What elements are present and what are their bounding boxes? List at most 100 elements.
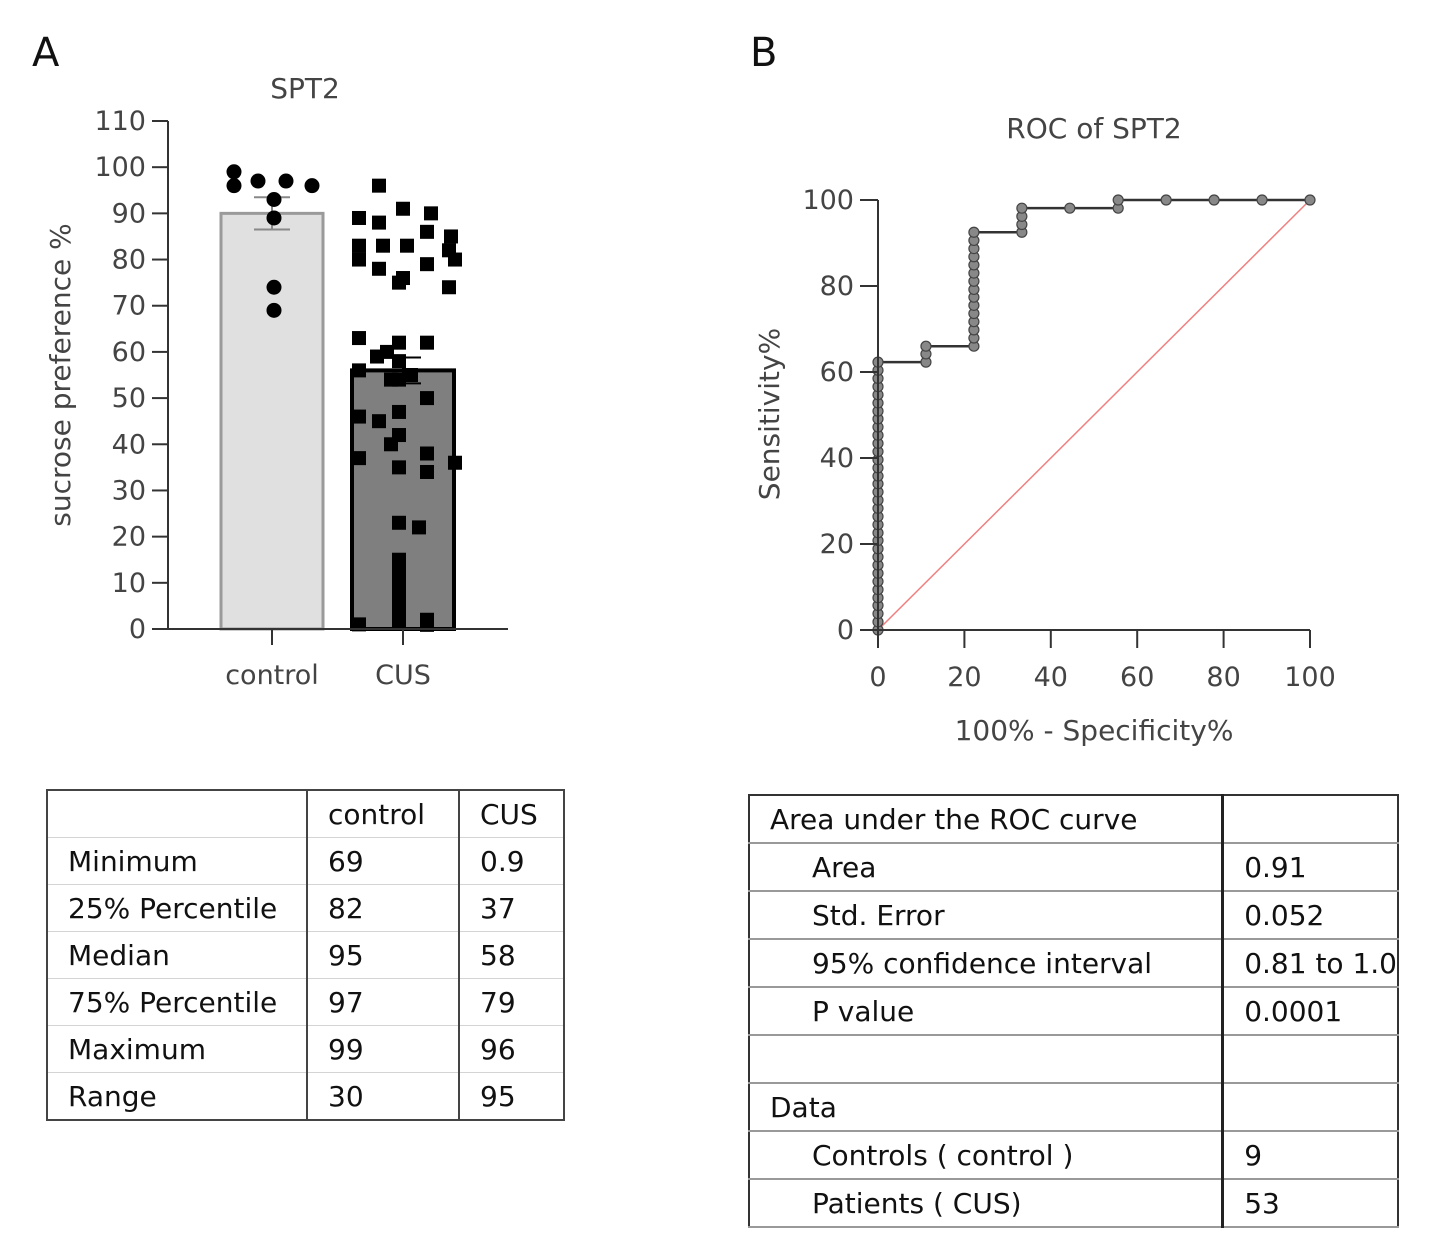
x-tick-label: 100	[1284, 662, 1336, 693]
chart-a-ylabel: sucrose preference %	[44, 223, 77, 526]
stats-cell: 37	[459, 884, 564, 932]
data-point-cus	[372, 178, 386, 193]
data-point-cus	[392, 615, 406, 630]
table-row: 75% Percentile 97 79	[47, 978, 564, 1026]
roc-point	[1016, 202, 1028, 214]
data-point-cus	[352, 252, 366, 267]
roc-label-cell: 95% confidence interval	[749, 939, 1225, 988]
data-point-cus	[400, 238, 414, 253]
data-point-cus	[352, 238, 366, 253]
roc-value-cell: 9	[1222, 1131, 1398, 1180]
descriptive-stats-table: control CUS Minimum 69 0.9 25% Percentile 82 37…	[46, 789, 565, 1121]
table-row: Median 95 58	[47, 931, 564, 979]
data-point-control	[266, 192, 282, 208]
data-point-cus	[396, 201, 410, 216]
stats-header-cell: control	[307, 790, 460, 838]
table-row: Std. Error 0.052	[749, 891, 1398, 940]
stats-cell: Range	[47, 1072, 308, 1121]
data-point-control	[304, 178, 320, 194]
y-tick-label: 50	[112, 383, 146, 414]
y-tick-label: 20	[112, 522, 146, 553]
data-point-cus	[352, 331, 366, 346]
data-point-control	[266, 279, 282, 295]
data-point-cus	[392, 372, 406, 387]
roc-point	[968, 226, 980, 238]
data-point-cus	[420, 335, 434, 350]
data-point-cus	[448, 455, 462, 470]
roc-point	[1256, 194, 1268, 206]
data-point-cus	[392, 335, 406, 350]
chart-b-title: ROC of SPT2	[1006, 112, 1181, 145]
stats-cell: 69	[307, 837, 460, 885]
y-tick-label: 100	[802, 185, 854, 216]
table-row: Range 30 95	[47, 1072, 564, 1121]
x-tick-label: 80	[1206, 662, 1240, 693]
roc-value-cell	[1222, 1035, 1398, 1084]
roc-point	[1208, 194, 1220, 206]
chart-a-title: SPT2	[270, 72, 340, 105]
x-tick-label: 20	[947, 662, 981, 693]
data-point-cus	[420, 391, 434, 406]
stats-cell: Minimum	[47, 837, 308, 885]
data-point-cus	[384, 437, 398, 452]
roc-value-cell: 0.0001	[1222, 987, 1398, 1036]
data-point-control	[266, 210, 282, 226]
data-point-control	[278, 173, 294, 189]
data-point-cus	[420, 224, 434, 239]
data-point-cus	[412, 520, 426, 535]
roc-results-table: Area under the ROC curve Area 0.91 Std. Err…	[748, 794, 1399, 1228]
x-tick-label: 0	[869, 662, 886, 693]
x-tick-label: CUS	[375, 660, 431, 691]
roc-point	[920, 340, 932, 352]
roc-point	[1112, 194, 1124, 206]
table-row: 25% Percentile 82 37	[47, 884, 564, 932]
data-point-cus	[352, 210, 366, 225]
data-point-cus	[376, 238, 390, 253]
data-point-cus	[352, 363, 366, 378]
table-row: Minimum 69 0.9	[47, 837, 564, 885]
roc-value-cell	[1222, 795, 1398, 844]
data-point-cus	[392, 354, 406, 369]
data-point-cus	[352, 409, 366, 424]
y-tick-label: 80	[112, 245, 146, 276]
table-row: Maximum 99 96	[47, 1025, 564, 1073]
data-point-cus	[420, 257, 434, 272]
table-row: Patients ( CUS) 53	[749, 1179, 1398, 1228]
data-point-cus	[370, 349, 384, 364]
table-row: Controls ( control ) 9	[749, 1131, 1398, 1180]
data-point-cus	[420, 446, 434, 461]
data-point-control	[250, 173, 266, 189]
data-point-cus	[372, 215, 386, 230]
stats-cell: 25% Percentile	[47, 884, 308, 932]
y-tick-label: 10	[112, 568, 146, 599]
roc-label-cell: Area	[749, 843, 1225, 892]
stats-header-row: control CUS	[47, 790, 564, 838]
stats-cell: Median	[47, 931, 308, 979]
data-point-cus	[404, 368, 418, 382]
roc-point	[1160, 194, 1172, 206]
roc-value-cell: 0.91	[1222, 843, 1398, 892]
panel-label-b: B	[750, 30, 777, 76]
roc-value-cell	[1222, 1083, 1398, 1132]
stats-cell: 99	[307, 1025, 460, 1073]
roc-label-cell: Controls ( control )	[749, 1131, 1225, 1180]
chart-b-ylabel: Sensitivity%	[753, 328, 786, 500]
y-tick-label: 110	[94, 106, 146, 137]
roc-label-cell: P value	[749, 987, 1225, 1036]
x-tick-label: control	[225, 660, 319, 691]
data-point-control	[226, 178, 242, 194]
data-point-control	[266, 302, 282, 318]
roc-label-cell: Std. Error	[749, 891, 1225, 940]
data-point-cus	[444, 229, 458, 244]
data-point-cus	[372, 414, 386, 429]
data-point-cus	[392, 515, 406, 530]
y-tick-label: 90	[112, 198, 146, 229]
data-point-cus	[392, 404, 406, 419]
stats-cell: 95	[459, 1072, 564, 1121]
roc-value-cell: 53	[1222, 1179, 1398, 1228]
y-tick-label: 40	[820, 443, 854, 474]
data-point-control	[226, 164, 242, 180]
y-tick-label: 80	[820, 271, 854, 302]
stats-header-cell: CUS	[459, 790, 564, 838]
y-tick-label: 30	[112, 475, 146, 506]
